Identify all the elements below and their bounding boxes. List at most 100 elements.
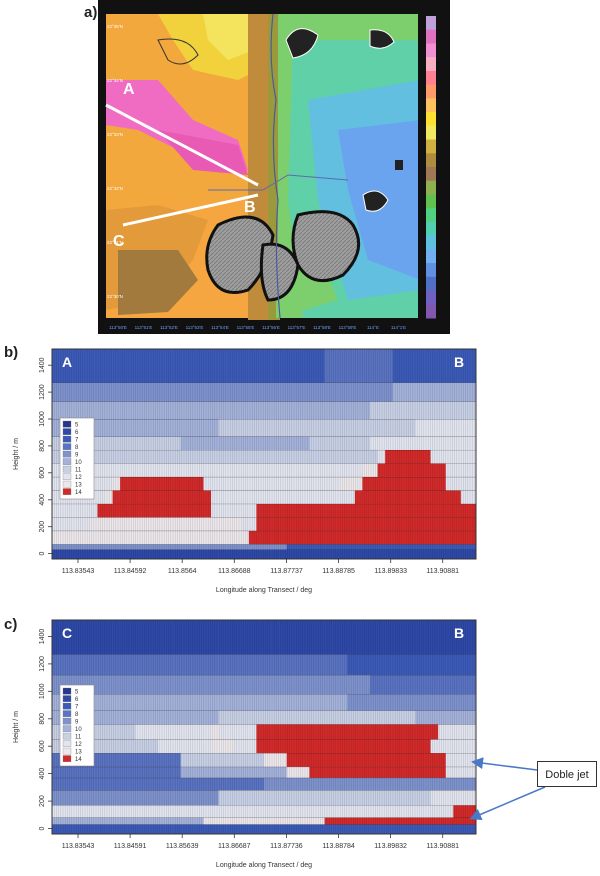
heatmap-cell — [301, 544, 310, 550]
heatmap-cell — [74, 544, 83, 550]
heatmap-cell — [385, 777, 394, 791]
heatmap-cell — [52, 503, 60, 518]
heatmap-cell — [203, 777, 212, 791]
heatmap-cell — [407, 349, 416, 383]
heatmap-cell — [423, 777, 431, 791]
heatmap-cell — [407, 710, 416, 725]
heatmap-cell — [445, 349, 454, 383]
heatmap-cell — [286, 753, 295, 767]
heatmap-cell — [400, 674, 409, 695]
heatmap-cell — [158, 419, 166, 437]
heatmap-cell — [317, 654, 325, 675]
heatmap-cell — [415, 517, 424, 531]
heatmap-cell — [105, 824, 113, 834]
heatmap-cell — [301, 349, 310, 383]
heatmap-cell — [195, 449, 204, 464]
heatmap-cell — [127, 490, 136, 504]
heatmap-cell — [112, 517, 121, 531]
heatmap-cell — [195, 544, 204, 550]
heatmap-cell — [203, 490, 212, 504]
heatmap-cell — [264, 349, 272, 383]
heatmap-cell — [248, 654, 257, 675]
heatmap-cell — [468, 694, 477, 711]
heatmap-cell — [97, 349, 106, 383]
heatmap-cell — [392, 694, 401, 711]
heatmap-cell — [188, 724, 197, 740]
heatmap-cell — [460, 382, 469, 402]
heatmap-cell — [105, 805, 113, 818]
heatmap-cell — [438, 724, 447, 740]
x-tick-label: 113.85639 — [166, 843, 199, 850]
heatmap-cell — [430, 753, 439, 767]
heatmap-cell — [392, 674, 401, 695]
heatmap-cell — [256, 549, 265, 559]
heatmap-cell — [362, 463, 371, 477]
heatmap-cell — [226, 490, 235, 504]
heatmap-cell — [59, 517, 68, 531]
heatmap-cell — [385, 710, 394, 725]
heatmap-cell — [332, 694, 341, 711]
heatmap-cell — [165, 382, 174, 402]
heatmap-row — [52, 777, 477, 791]
heatmap-cell — [286, 517, 295, 531]
heatmap-cell — [385, 694, 394, 711]
heatmap-cell — [294, 463, 303, 477]
heatmap-cell — [309, 817, 318, 825]
heatmap-cell — [135, 476, 144, 491]
heatmap-cell — [158, 777, 166, 791]
heatmap-cell — [67, 654, 76, 675]
heatmap-cell — [445, 449, 454, 464]
heatmap-cell — [241, 739, 250, 754]
heatmap-cell — [309, 530, 318, 545]
map-lon-tick-label: 113°58'E — [313, 325, 331, 330]
colorbar-swatch — [426, 208, 436, 223]
heatmap-cell — [423, 790, 431, 806]
heatmap-cell — [188, 674, 197, 695]
heatmap-cell — [105, 674, 113, 695]
heatmap-cell — [165, 549, 174, 559]
heatmap-cell — [150, 517, 159, 531]
heatmap-cell — [120, 824, 129, 834]
heatmap-cell — [67, 674, 76, 695]
heatmap-cell — [347, 805, 356, 818]
heatmap-cell — [362, 654, 371, 675]
heatmap-cell — [354, 739, 363, 754]
heatmap-cell — [362, 790, 371, 806]
heatmap-cell — [150, 382, 159, 402]
y-tick-label: 600 — [39, 467, 46, 479]
heatmap-cell — [430, 490, 439, 504]
heatmap-cell — [256, 824, 265, 834]
heatmap-cell — [423, 805, 431, 818]
heatmap-cell — [286, 419, 295, 437]
heatmap-cell — [294, 476, 303, 491]
heatmap-cell — [271, 805, 280, 818]
x-tick-label: 113.87736 — [270, 843, 303, 850]
heatmap-cell — [430, 790, 439, 806]
heatmap-cell — [165, 620, 174, 655]
legend-swatch — [62, 732, 72, 740]
heatmap-cell — [279, 710, 288, 725]
heatmap-cell — [324, 694, 333, 711]
heatmap-cell — [324, 517, 333, 531]
heatmap-cell — [301, 817, 310, 825]
heatmap-cell — [385, 674, 394, 695]
heatmap-cell — [370, 419, 378, 437]
heatmap-cell — [423, 694, 431, 711]
heatmap-cell — [347, 674, 356, 695]
heatmap-cell — [158, 674, 166, 695]
heatmap-cell — [89, 674, 98, 695]
heatmap-cell — [415, 503, 424, 518]
heatmap-cell — [248, 449, 257, 464]
heatmap-cell — [460, 817, 469, 825]
y-tick-label: 800 — [39, 440, 46, 452]
heatmap-cell — [370, 654, 378, 675]
heatmap-cell — [430, 503, 439, 518]
heatmap-row — [52, 490, 477, 504]
heatmap-cell — [453, 753, 462, 767]
heatmap-cell — [241, 476, 250, 491]
heatmap-cell — [188, 436, 197, 450]
heatmap-cell — [150, 476, 159, 491]
heatmap-cell — [165, 753, 174, 767]
heatmap-cell — [112, 694, 121, 711]
heatmap-cell — [211, 436, 219, 450]
